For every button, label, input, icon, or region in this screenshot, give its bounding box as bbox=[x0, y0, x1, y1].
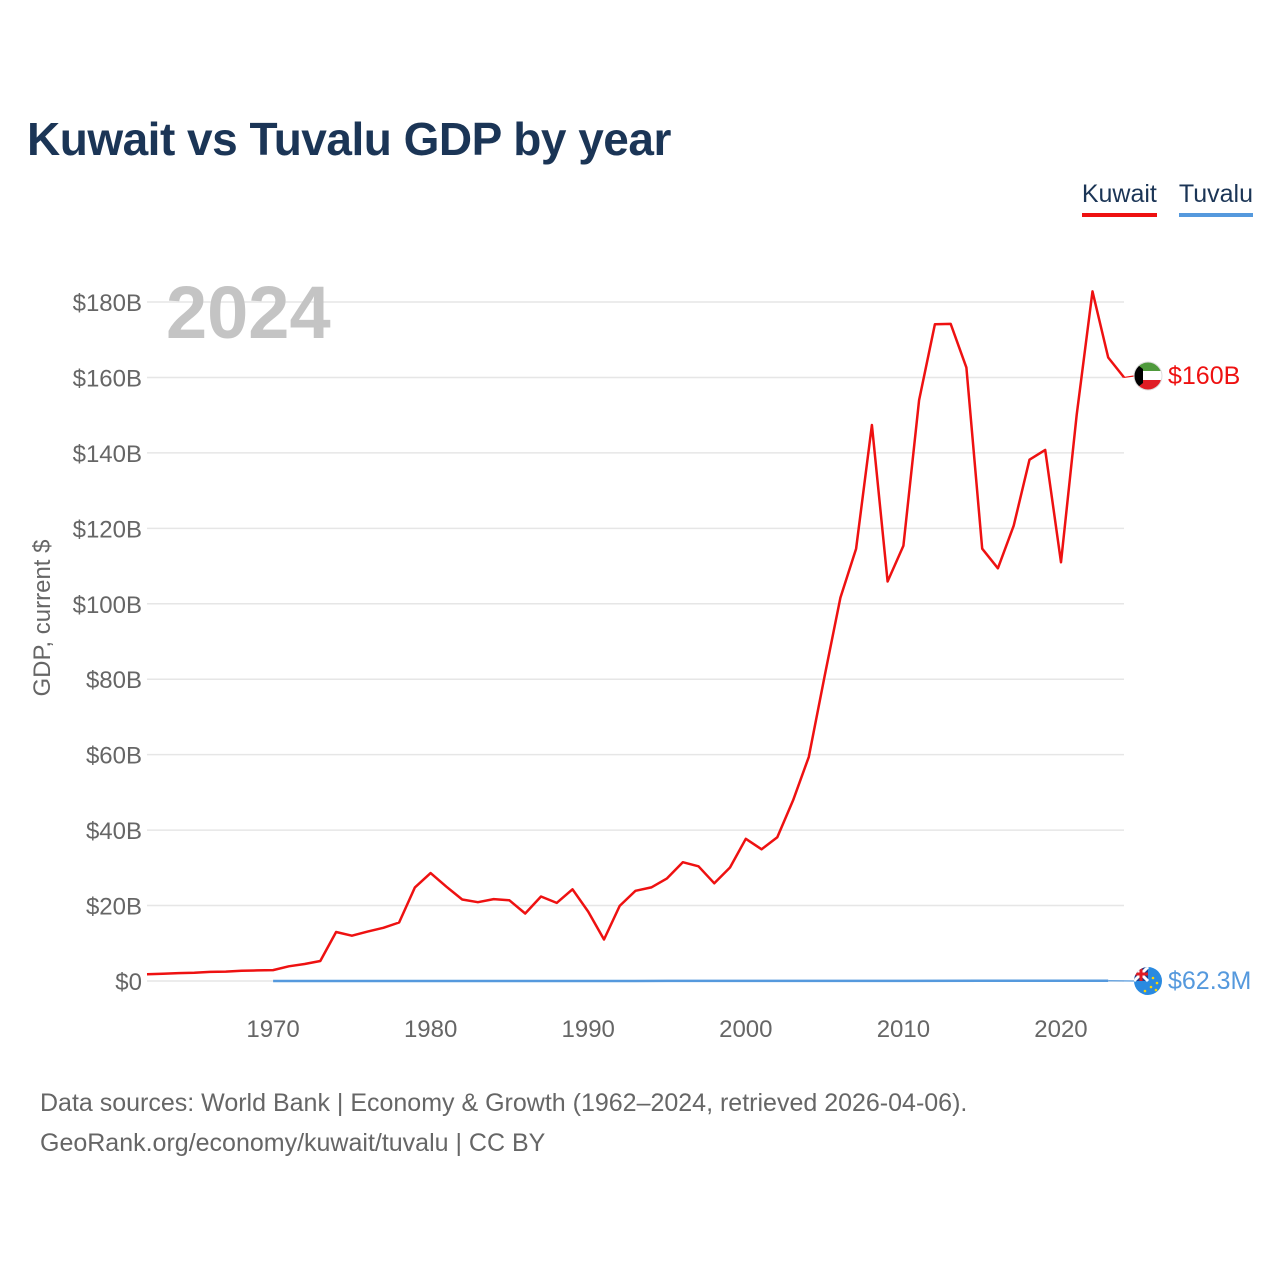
y-tick-label: $60B bbox=[86, 743, 142, 770]
x-tick-label: 2020 bbox=[1034, 1016, 1087, 1043]
series-lines bbox=[146, 290, 1135, 983]
y-tick-label: $40B bbox=[86, 818, 142, 845]
x-tick-label: 2000 bbox=[719, 1016, 772, 1043]
series-line-kuwait bbox=[146, 290, 1125, 976]
y-tick-label: $20B bbox=[86, 894, 142, 921]
series-end-connector-kuwait bbox=[1123, 375, 1135, 379]
legend-item-kuwait[interactable]: Kuwait bbox=[1081, 180, 1157, 217]
x-tick-label: 2010 bbox=[877, 1016, 930, 1043]
x-axis-tick-labels: 1970 1980 1990 2000 2010 2020 bbox=[246, 1016, 1087, 1043]
y-tick-label: $140B bbox=[73, 441, 142, 468]
y-tick-label: $100B bbox=[73, 592, 142, 619]
y-axis-tick-labels: $0 $20B $40B $60B $80B $100B $120B $140B $160B $1… bbox=[73, 290, 142, 996]
y-tick-label: $180B bbox=[73, 290, 142, 317]
y-tick-label: $0 bbox=[115, 969, 142, 996]
y-tick-label: $160B bbox=[73, 365, 142, 392]
year-watermark: 2024 bbox=[166, 271, 331, 354]
kuwait-end-value-label: $160B bbox=[1168, 362, 1240, 390]
line-chart: $0 $20B $40B $60B $80B $100B $120B $140B $160B $1… bbox=[29, 271, 1251, 1043]
x-tick-label: 1980 bbox=[404, 1016, 457, 1043]
y-axis-title: GDP, current $ bbox=[29, 540, 56, 697]
kuwait-flag-icon bbox=[1133, 361, 1163, 391]
attribution-link[interactable]: GeoRank.org/economy/kuwait/tuvalu | CC B… bbox=[40, 1129, 546, 1157]
tuvalu-flag-icon bbox=[1134, 967, 1162, 995]
tuvalu-end-value-label: $62.3M bbox=[1168, 967, 1251, 995]
y-tick-label: $120B bbox=[73, 516, 142, 543]
x-tick-label: 1990 bbox=[562, 1016, 615, 1043]
source-note: Data sources: World Bank | Economy & Gro… bbox=[40, 1083, 967, 1163]
legend-item-tuvalu[interactable]: Tuvalu bbox=[1178, 180, 1253, 217]
x-tick-label: 1970 bbox=[246, 1016, 299, 1043]
legend: Kuwait Tuvalu bbox=[1081, 180, 1253, 217]
gridlines bbox=[147, 301, 1124, 982]
y-tick-label: $80B bbox=[86, 667, 142, 694]
chart-title: Kuwait vs Tuvalu GDP by year bbox=[27, 113, 671, 165]
source-line: Data sources: World Bank | Economy & Gro… bbox=[40, 1089, 968, 1117]
